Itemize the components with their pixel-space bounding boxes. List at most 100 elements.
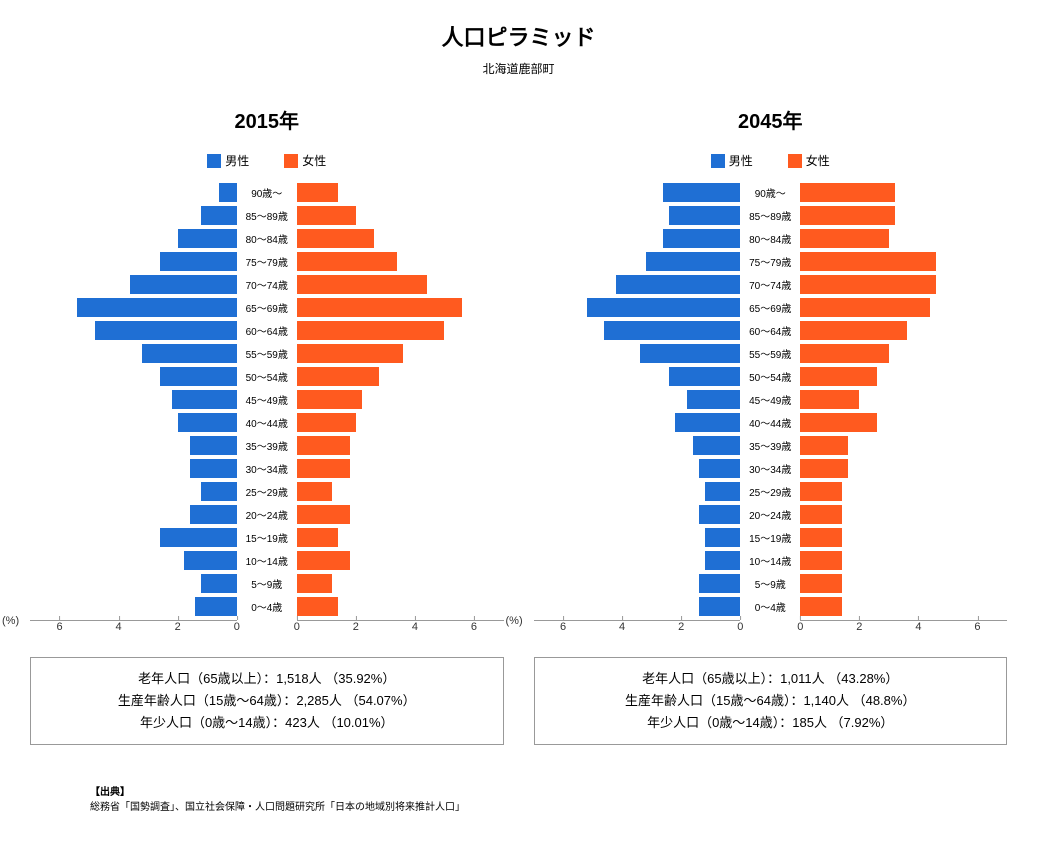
legend-item-female: 女性 bbox=[788, 152, 830, 169]
legend-swatch-female bbox=[284, 154, 298, 168]
tick: 6 bbox=[974, 621, 980, 633]
pyramid: 90歳～85～89歳80～84歳75～79歳70～74歳65～69歳60～64歳… bbox=[534, 181, 1008, 618]
female-side bbox=[297, 413, 504, 432]
tick: 2 bbox=[678, 621, 684, 633]
male-bar bbox=[663, 183, 740, 202]
female-bar bbox=[800, 229, 889, 248]
age-label: 70～74歳 bbox=[237, 277, 297, 292]
male-bar bbox=[201, 206, 236, 225]
age-label: 55～59歳 bbox=[237, 346, 297, 361]
pyramid-row: 60～64歳 bbox=[30, 319, 504, 342]
female-bar bbox=[800, 275, 936, 294]
male-bar bbox=[201, 574, 236, 593]
male-side bbox=[30, 344, 237, 363]
age-label: 50～54歳 bbox=[740, 369, 800, 384]
pct-label-left: (%) bbox=[2, 615, 19, 627]
legend: 男性女性 bbox=[30, 152, 504, 169]
pyramid-row: 35～39歳 bbox=[30, 434, 504, 457]
male-side bbox=[534, 482, 741, 501]
summary-line: 年少人口（0歳～14歳）：423人 （10.01%） bbox=[43, 712, 491, 734]
female-side bbox=[800, 206, 1007, 225]
male-side bbox=[534, 229, 741, 248]
female-side bbox=[297, 505, 504, 524]
age-label: 0～4歳 bbox=[237, 599, 297, 614]
female-bar bbox=[297, 528, 338, 547]
female-side bbox=[800, 505, 1007, 524]
female-bar bbox=[297, 597, 338, 616]
female-bar bbox=[297, 551, 350, 570]
female-bar bbox=[800, 344, 889, 363]
pyramid: 90歳～85～89歳80～84歳75～79歳70～74歳65～69歳60～64歳… bbox=[30, 181, 504, 618]
male-side bbox=[30, 321, 237, 340]
female-bar bbox=[297, 413, 356, 432]
pyramid-row: 65～69歳 bbox=[30, 296, 504, 319]
pyramid-row: 20～24歳 bbox=[30, 503, 504, 526]
tick: 0 bbox=[234, 621, 240, 633]
pyramid-row: 35～39歳 bbox=[534, 434, 1008, 457]
female-side bbox=[800, 574, 1007, 593]
age-label: 5～9歳 bbox=[740, 576, 800, 591]
male-bar bbox=[663, 229, 740, 248]
tick: 4 bbox=[116, 621, 122, 633]
female-side bbox=[800, 528, 1007, 547]
summary-box: 老年人口（65歳以上）：1,518人 （35.92%）生産年齢人口（15歳～64… bbox=[30, 657, 504, 745]
male-bar bbox=[616, 275, 740, 294]
pyramid-row: 70～74歳 bbox=[30, 273, 504, 296]
female-side bbox=[297, 459, 504, 478]
pyramid-row: 15～19歳 bbox=[534, 526, 1008, 549]
year-title: 2045年 bbox=[534, 105, 1008, 134]
male-side bbox=[30, 436, 237, 455]
male-side bbox=[30, 505, 237, 524]
pyramid-row: 75～79歳 bbox=[534, 250, 1008, 273]
male-side bbox=[534, 413, 741, 432]
pyramid-row: 10～14歳 bbox=[30, 549, 504, 572]
male-bar bbox=[95, 321, 237, 340]
female-side bbox=[800, 436, 1007, 455]
male-side bbox=[30, 206, 237, 225]
female-side bbox=[800, 390, 1007, 409]
female-side bbox=[800, 229, 1007, 248]
male-side bbox=[534, 344, 741, 363]
male-bar bbox=[705, 482, 740, 501]
female-bar bbox=[297, 252, 397, 271]
male-side bbox=[30, 528, 237, 547]
male-bar bbox=[587, 298, 741, 317]
pct-label-left: (%) bbox=[506, 615, 523, 627]
tick: 0 bbox=[797, 621, 803, 633]
pyramid-row: 15～19歳 bbox=[30, 526, 504, 549]
tick: 2 bbox=[175, 621, 181, 633]
male-bar bbox=[669, 367, 740, 386]
male-side bbox=[30, 482, 237, 501]
pyramid-row: 70～74歳 bbox=[534, 273, 1008, 296]
pyramid-row: 55～59歳 bbox=[534, 342, 1008, 365]
female-bar bbox=[800, 505, 841, 524]
tick: 4 bbox=[619, 621, 625, 633]
female-bar bbox=[800, 413, 877, 432]
summary-line: 生産年齢人口（15歳～64歳）：2,285人 （54.07%） bbox=[43, 690, 491, 712]
legend-swatch-male bbox=[711, 154, 725, 168]
female-side bbox=[800, 275, 1007, 294]
female-side bbox=[297, 367, 504, 386]
male-side bbox=[534, 436, 741, 455]
female-bar bbox=[800, 298, 930, 317]
x-axis: 0246(%)0246 bbox=[30, 620, 504, 639]
age-label: 45～49歳 bbox=[237, 392, 297, 407]
pyramid-row: 20～24歳 bbox=[534, 503, 1008, 526]
age-label: 75～79歳 bbox=[740, 254, 800, 269]
female-bar bbox=[297, 390, 362, 409]
pyramid-row: 50～54歳 bbox=[534, 365, 1008, 388]
male-bar bbox=[160, 367, 237, 386]
age-label: 60～64歳 bbox=[237, 323, 297, 338]
male-bar bbox=[604, 321, 740, 340]
male-bar bbox=[699, 505, 740, 524]
male-bar bbox=[705, 551, 740, 570]
female-side bbox=[297, 528, 504, 547]
male-bar bbox=[195, 597, 236, 616]
male-side bbox=[30, 597, 237, 616]
female-bar bbox=[800, 206, 895, 225]
male-bar bbox=[699, 597, 740, 616]
age-label: 15～19歳 bbox=[237, 530, 297, 545]
female-side bbox=[297, 482, 504, 501]
pyramid-row: 5～9歳 bbox=[30, 572, 504, 595]
male-side bbox=[534, 390, 741, 409]
